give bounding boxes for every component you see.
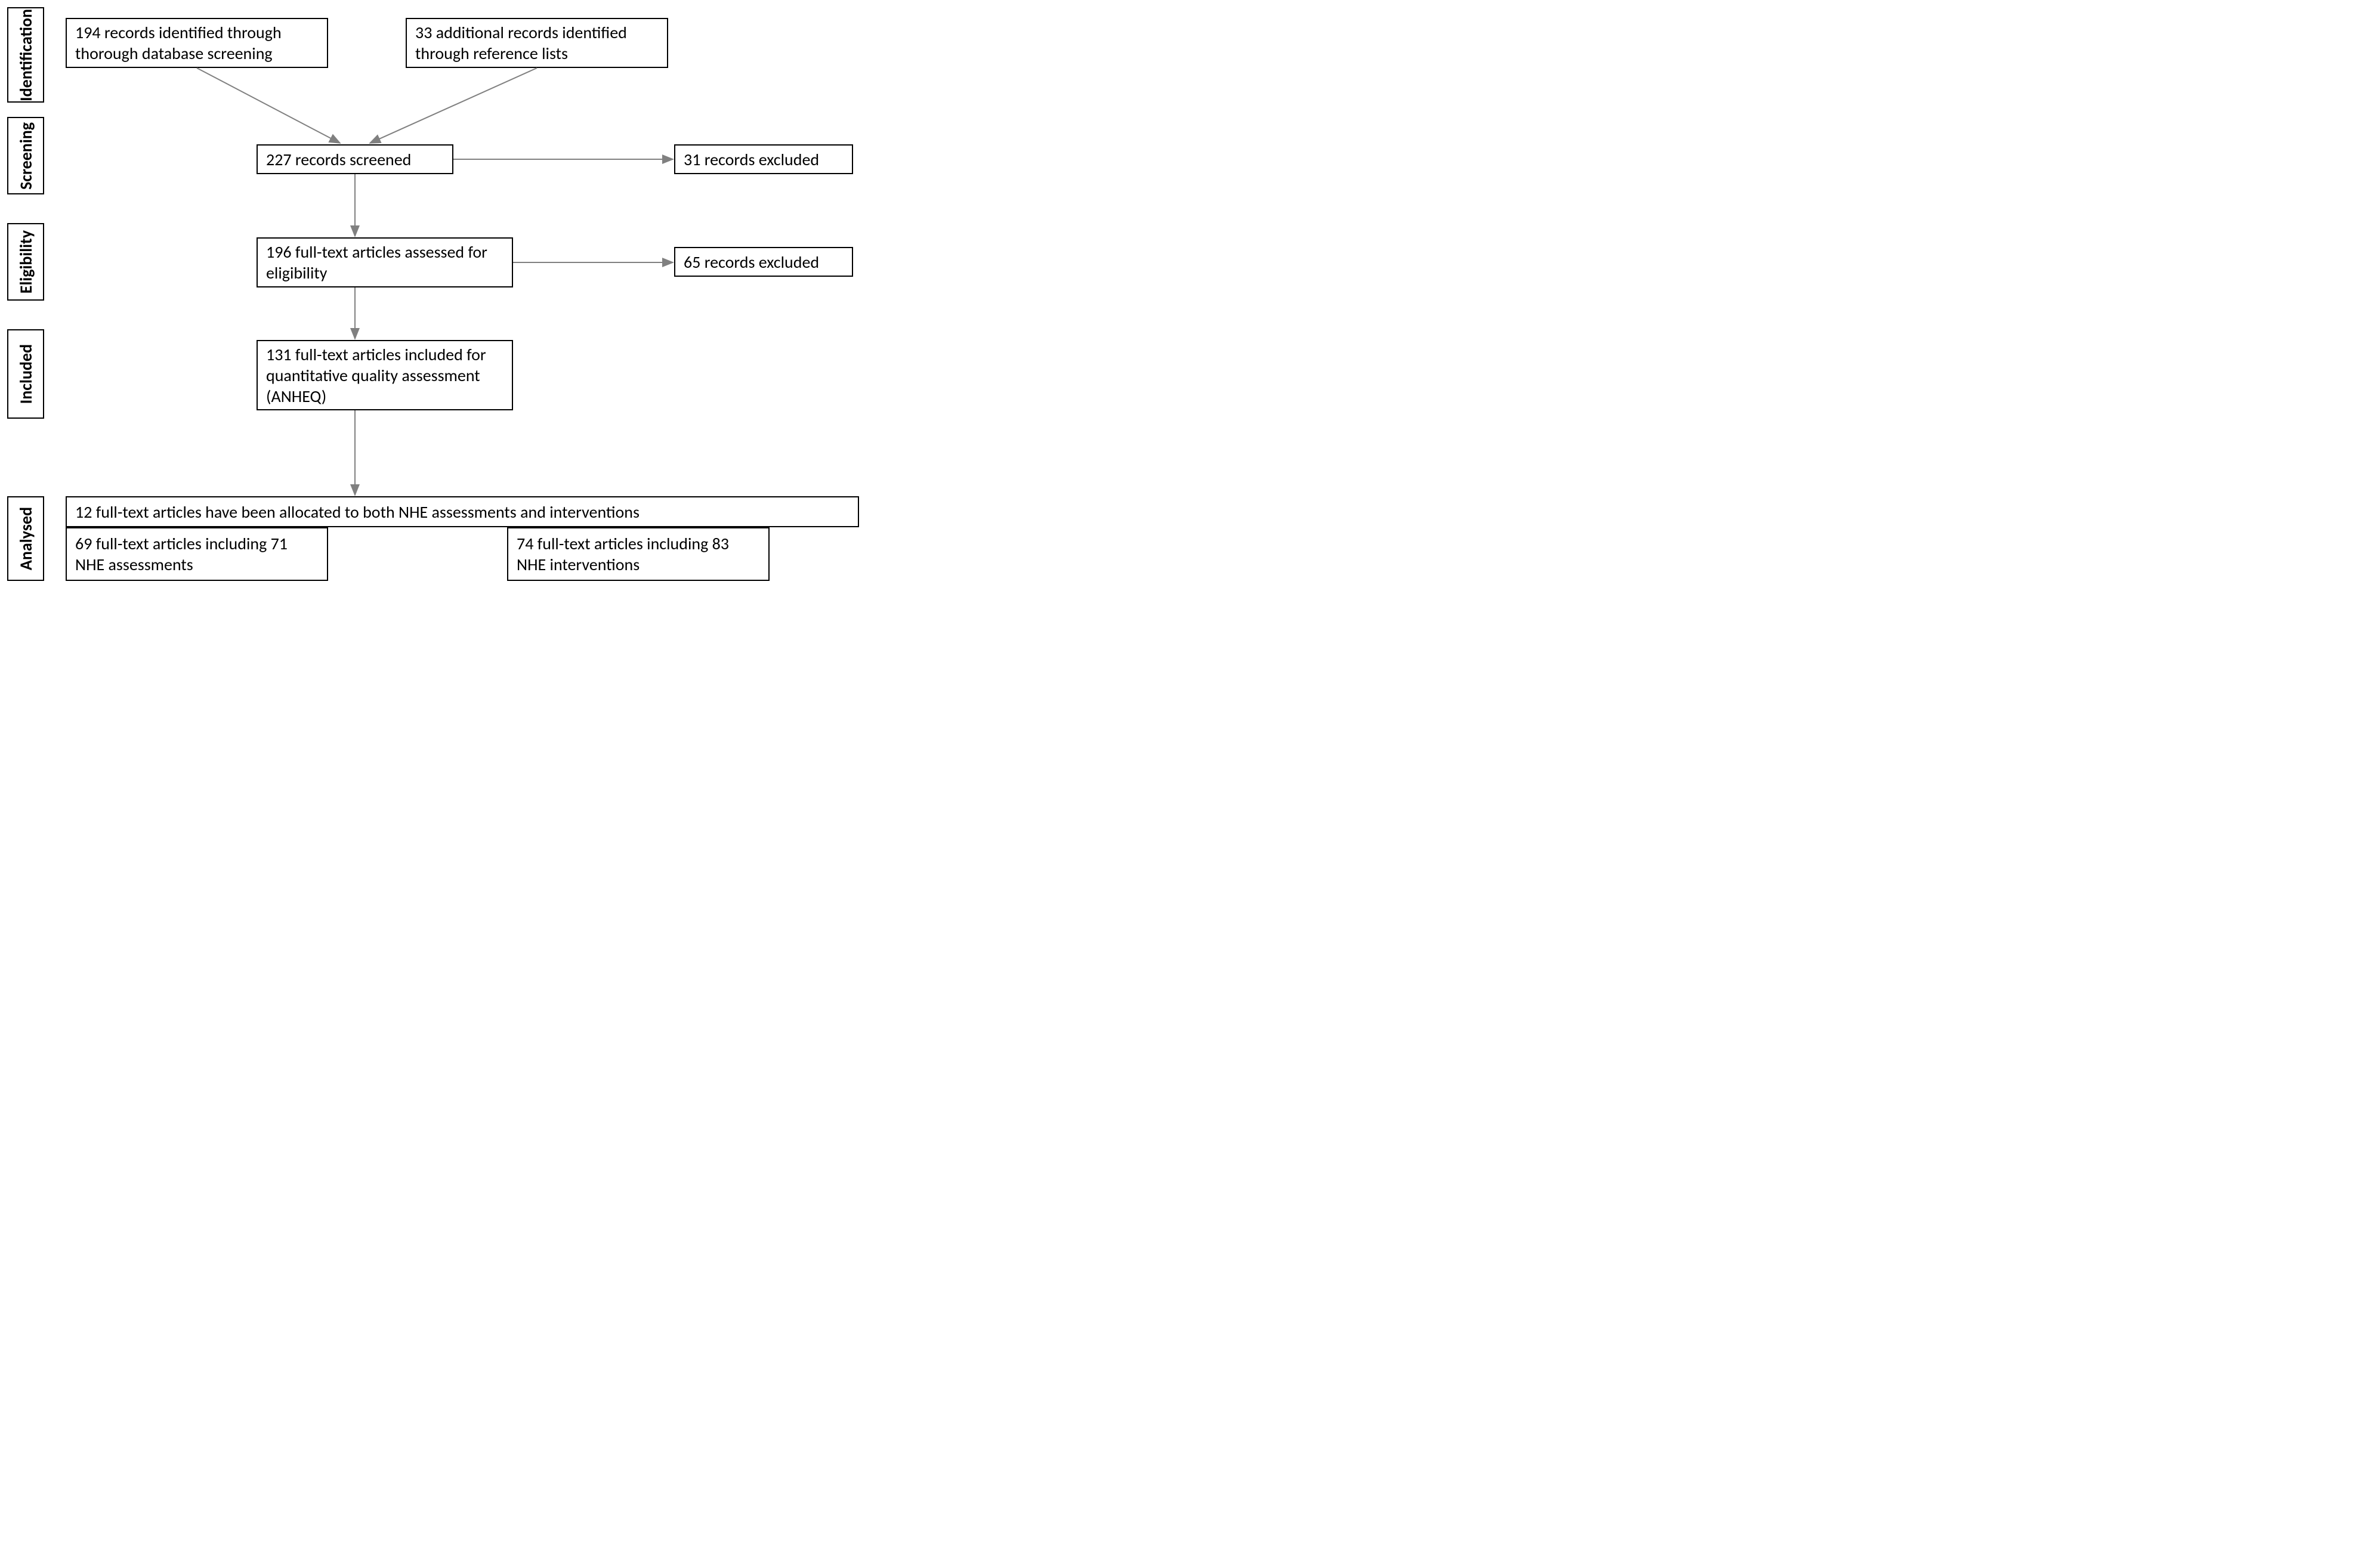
- stage-label-eligibility: Eligibility: [7, 223, 44, 301]
- stage-label-text: Identification: [16, 9, 36, 101]
- flow-box-db-records: 194 records identified through thorough …: [66, 18, 328, 68]
- stage-label-analysed: Analysed: [7, 496, 44, 581]
- flow-box-excluded-31: 31 records excluded: [674, 144, 853, 174]
- flow-box-included-box: 131 full-text articles included for quan…: [257, 340, 513, 410]
- stage-label-text: Screening: [16, 122, 36, 190]
- flow-box-analysed-left: 69 full-text articles including 71 NHE a…: [66, 527, 328, 581]
- flow-box-excluded-65: 65 records excluded: [674, 247, 853, 277]
- stage-label-identification: Identification: [7, 7, 44, 103]
- stage-label-text: Included: [16, 344, 36, 404]
- stage-label-included: Included: [7, 329, 44, 419]
- stage-label-text: Analysed: [16, 507, 36, 570]
- flow-box-analysed-top: 12 full-text articles have been allocate…: [66, 496, 859, 527]
- stage-label-screening: Screening: [7, 117, 44, 194]
- flowchart-canvas: Identification Screening Eligibility Includ…: [0, 0, 885, 588]
- arrow-db-records-to-screened: [197, 68, 340, 143]
- flow-box-eligibility-box: 196 full-text articles assessed for elig…: [257, 237, 513, 287]
- flow-box-analysed-right: 74 full-text articles including 83 NHE i…: [507, 527, 770, 581]
- flow-box-ref-records: 33 additional records identified through…: [406, 18, 668, 68]
- flow-box-screened: 227 records screened: [257, 144, 453, 174]
- arrow-ref-records-to-screened: [370, 68, 537, 143]
- stage-label-text: Eligibility: [16, 230, 36, 293]
